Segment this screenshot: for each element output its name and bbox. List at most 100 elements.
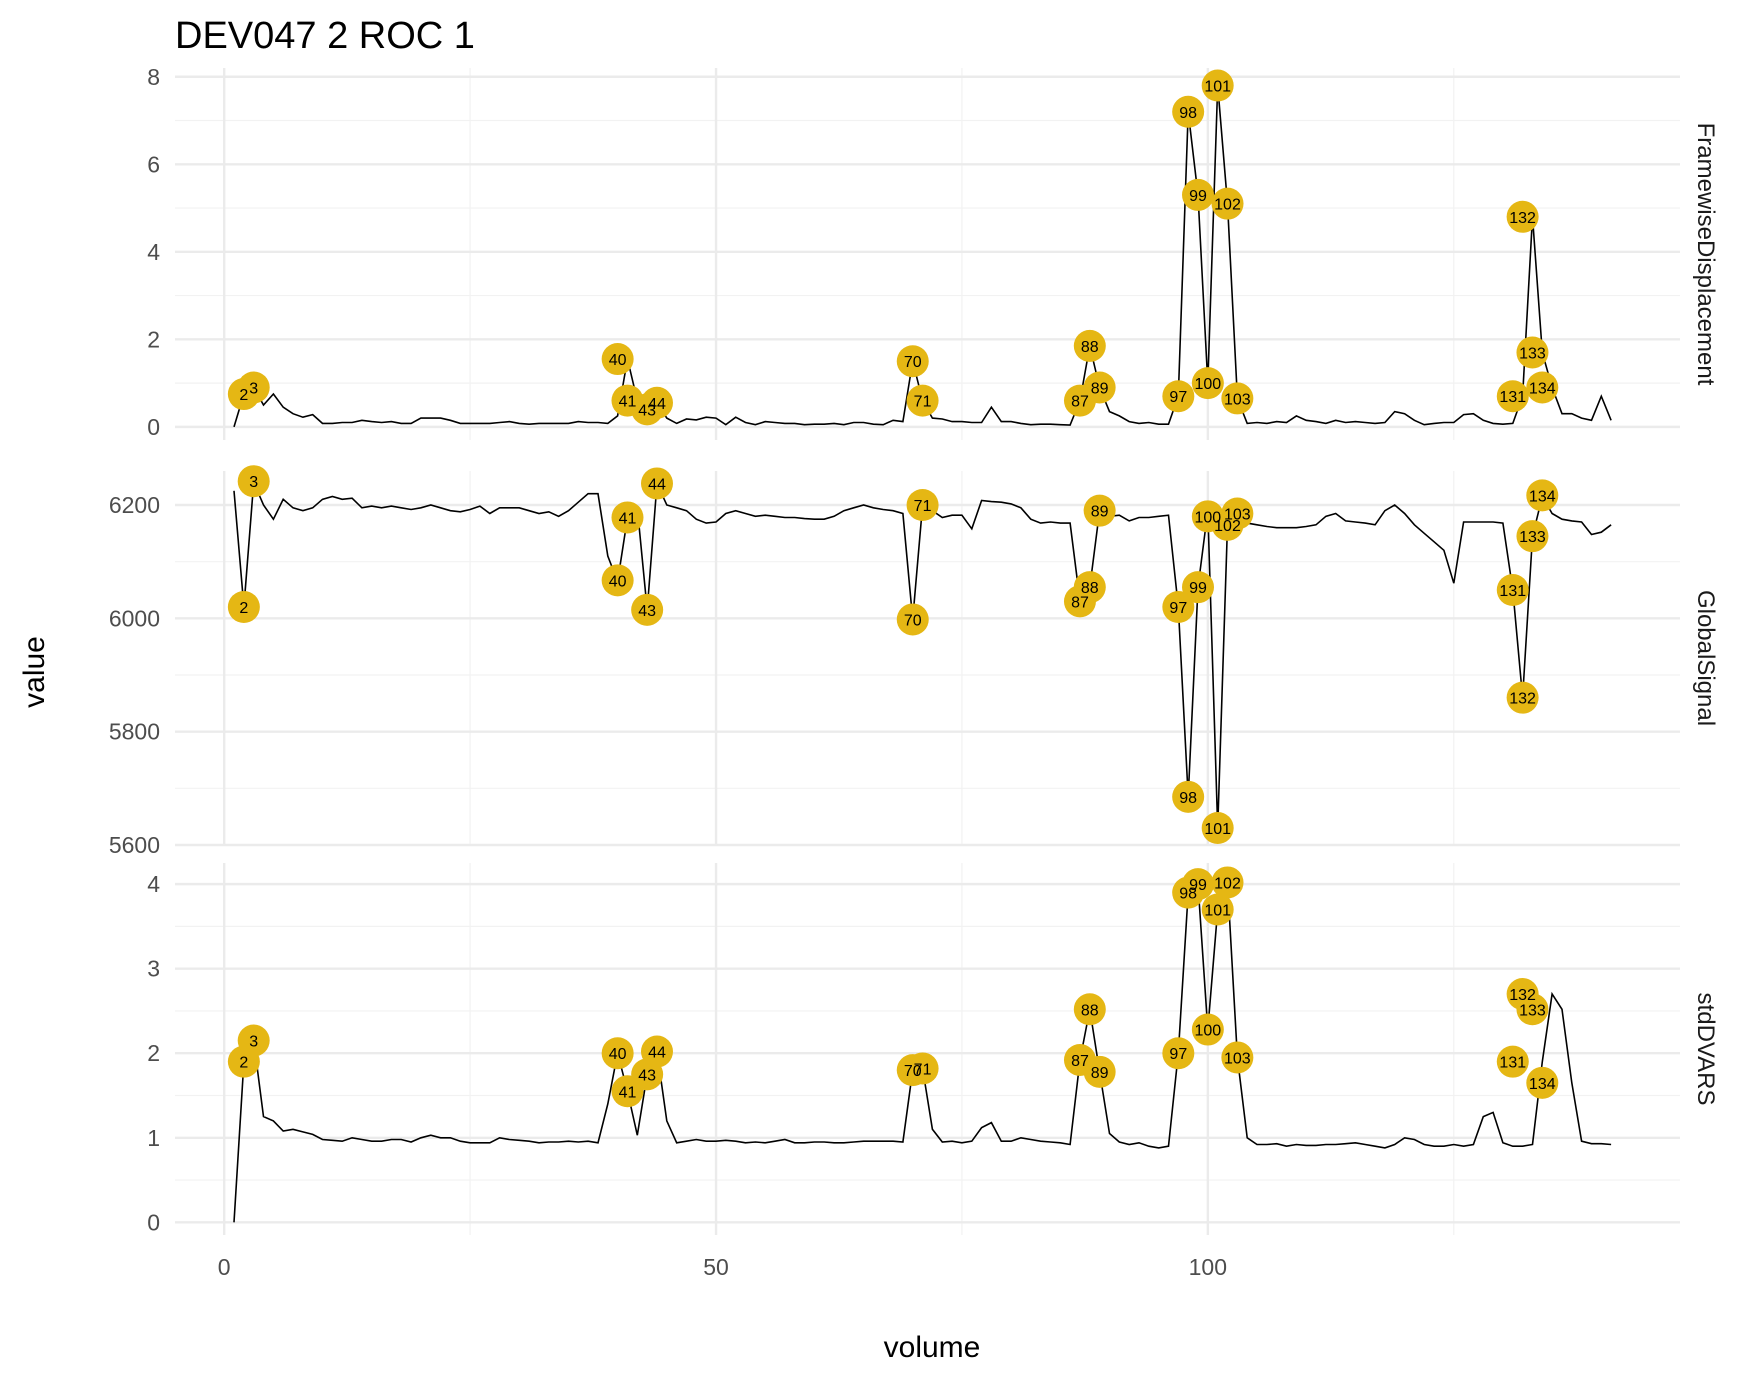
series-line <box>233 85 1612 428</box>
flagged-point-label: 98 <box>1179 886 1197 903</box>
flagged-point-label: 70 <box>904 612 922 629</box>
flagged-point <box>1526 371 1559 404</box>
flagged-point-label: 3 <box>249 1034 258 1051</box>
facet-strip-label: stdDVARS <box>1692 993 1719 1106</box>
flagged-point <box>1221 1041 1254 1074</box>
flagged-point-label: 102 <box>1214 875 1241 892</box>
flagged-point-label: 103 <box>1224 391 1251 408</box>
flagged-point-label: 3 <box>249 474 258 491</box>
flagged-point <box>1083 1055 1116 1088</box>
flagged-point <box>1172 780 1205 813</box>
x-tick-label: 100 <box>1189 1254 1227 1280</box>
flagged-point-label: 87 <box>1071 1053 1089 1070</box>
y-tick-label: 0 <box>147 414 160 440</box>
flagged-point <box>1496 574 1529 606</box>
flagged-point <box>227 591 260 623</box>
flagged-point-label: 99 <box>1189 877 1207 894</box>
flagged-point-label: 41 <box>619 510 637 527</box>
flagged-point <box>1172 95 1205 128</box>
flagged-point-label: 131 <box>1499 389 1526 406</box>
flagged-point-label: 101 <box>1204 821 1231 838</box>
flagged-point <box>1182 571 1215 604</box>
flagged-point <box>237 1024 270 1057</box>
series-line <box>233 481 1612 829</box>
flagged-point <box>1211 187 1244 220</box>
flagged-point-label: 97 <box>1169 389 1187 406</box>
flagged-point <box>640 1035 673 1068</box>
flagged-point-label: 97 <box>1169 1046 1187 1063</box>
flagged-point-label: 99 <box>1189 188 1207 205</box>
facet-strip-label: GlobalSignal <box>1692 590 1719 726</box>
flagged-point-label: 43 <box>638 402 656 419</box>
flagged-point <box>601 343 634 376</box>
flagged-point <box>1191 367 1224 400</box>
flagged-point <box>1516 520 1549 553</box>
flagged-point-label: 99 <box>1189 580 1207 597</box>
flagged-point-label: 134 <box>1529 488 1556 505</box>
flagged-point <box>601 1037 634 1070</box>
flagged-point <box>1506 200 1539 233</box>
flagged-point <box>1162 1037 1195 1070</box>
flagged-point <box>1221 497 1254 530</box>
x-axis-title: volume <box>884 1331 981 1364</box>
chart-title: DEV047 2 ROC 1 <box>175 15 475 57</box>
flagged-point-label: 41 <box>619 394 637 411</box>
flagged-point <box>1073 329 1106 362</box>
y-tick-label: 8 <box>147 64 160 90</box>
flagged-point <box>1182 868 1215 901</box>
flagged-point-label: 2 <box>239 1055 248 1072</box>
x-axis-ticks: 0 50 100 <box>218 1254 1227 1280</box>
y-tick-label: 6000 <box>109 605 160 631</box>
flagged-point <box>1201 812 1234 844</box>
flagged-point <box>1083 494 1116 527</box>
flagged-point-label: 70 <box>904 1063 922 1080</box>
flagged-point <box>906 384 939 417</box>
flagged-point <box>1073 571 1106 604</box>
y-axis-title: value <box>18 636 51 708</box>
flagged-point-label: 133 <box>1519 529 1546 546</box>
flagged-point-label: 102 <box>1214 197 1241 214</box>
flagged-point <box>1516 993 1549 1026</box>
flagged-point <box>1201 69 1234 102</box>
flagged-point-label: 43 <box>638 1067 656 1084</box>
flagged-point-label: 87 <box>1071 594 1089 611</box>
flagged-point <box>1496 1045 1529 1078</box>
flagged-point-label: 97 <box>1169 600 1187 617</box>
flagged-point-label: 40 <box>609 352 627 369</box>
flagged-point-label: 89 <box>1091 504 1109 521</box>
flagged-point-label: 102 <box>1214 518 1241 535</box>
flagged-point-label: 70 <box>904 354 922 371</box>
flagged-point-label: 88 <box>1081 339 1099 356</box>
flagged-point-label: 132 <box>1509 987 1536 1004</box>
flagged-point-label: 133 <box>1519 1002 1546 1019</box>
flagged-point-label: 132 <box>1509 210 1536 227</box>
flagged-point-label: 101 <box>1204 79 1231 96</box>
flagged-point <box>1182 178 1215 211</box>
y-tick-label: 4 <box>147 239 160 265</box>
flagged-point-label: 44 <box>648 396 666 413</box>
x-tick-label: 50 <box>703 1254 729 1280</box>
y-tick-label: 1 <box>147 1125 160 1151</box>
flagged-point-label: 40 <box>609 1046 627 1063</box>
flagged-point-label: 40 <box>609 573 627 590</box>
y-tick-label: 4 <box>147 871 160 897</box>
flagged-point <box>1201 893 1234 926</box>
y-tick-label: 2 <box>147 1040 160 1066</box>
y-tick-label: 3 <box>147 956 160 982</box>
flagged-point-label: 98 <box>1179 105 1197 122</box>
flagged-point <box>1526 1066 1559 1099</box>
flagged-point <box>1073 993 1106 1026</box>
flagged-point <box>896 603 929 636</box>
facet-strip-label: FramewiseDisplacement <box>1692 123 1719 386</box>
flagged-point <box>640 386 673 419</box>
flagged-point-label: 88 <box>1081 580 1099 597</box>
flagged-point <box>1162 591 1195 623</box>
flagged-point <box>1516 336 1549 369</box>
flagged-point <box>611 501 644 534</box>
flagged-point <box>1506 681 1539 714</box>
y-tick-label: 5800 <box>109 719 160 745</box>
flagged-point-label: 71 <box>914 394 932 411</box>
flagged-point-label: 71 <box>914 498 932 515</box>
